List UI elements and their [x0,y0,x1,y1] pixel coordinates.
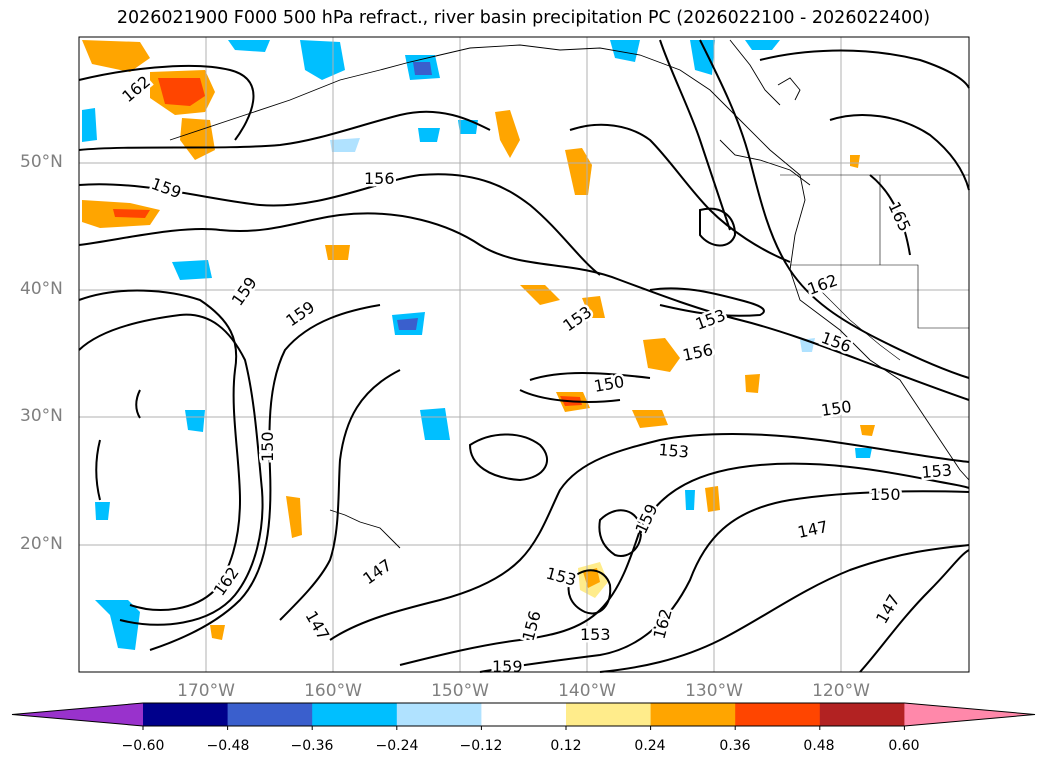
colorbar-tick-label: −0.60 [121,738,165,754]
contours [78,39,970,673]
colorbar-segment [227,703,313,726]
contour-label: 159 [492,657,523,676]
contour-label: 150 [258,431,277,462]
lat-label: 40°N [20,279,63,299]
colorbar-tick-label: 0.12 [550,738,582,754]
colorbar-extend-low [12,703,143,726]
colorbar-segment [819,703,905,726]
colorbar-segment [143,703,229,726]
map-gridlines [79,37,969,672]
colorbar-tick-label: 0.48 [803,738,835,754]
lon-label: 130°W [685,681,743,701]
colorbar-segment [481,703,567,726]
colorbar [11,702,1036,730]
lon-label: 170°W [177,681,235,701]
colorbar-tick-label: −0.36 [290,738,334,754]
contour-label: 150 [870,485,901,504]
colorbar-tick-label: −0.12 [459,738,503,754]
colorbar-tick-label: −0.24 [375,738,419,754]
colorbar-segment [566,703,652,726]
lon-label: 140°W [558,681,616,701]
colorbar-segment [650,703,736,726]
colorbar-extend-high [904,703,1035,726]
contour-label: 153 [921,460,953,482]
colorbar-tick-label: 0.60 [888,738,920,754]
colorbar-segment [312,703,398,726]
lon-label: 160°W [304,681,362,701]
lon-label: 120°W [812,681,870,701]
lat-label: 50°N [20,152,63,172]
chart-title: 2026021900 F000 500 hPa refract., river … [116,8,931,28]
contour-label: 156 [364,169,395,188]
plot-border [78,36,970,673]
colorbar-segment [735,703,821,726]
plot-frame [79,37,969,672]
lat-label: 20°N [20,534,63,554]
contour-label: 153 [580,625,611,644]
colorbar-tick-label: 0.24 [634,738,666,754]
colorbar-tick-label: −0.48 [206,738,250,754]
contour-label: 153 [658,440,690,462]
lat-label: 30°N [20,406,63,426]
lon-label: 150°W [431,681,489,701]
colorbar-tick-label: 0.36 [719,738,751,754]
colorbar-segment [396,703,482,726]
